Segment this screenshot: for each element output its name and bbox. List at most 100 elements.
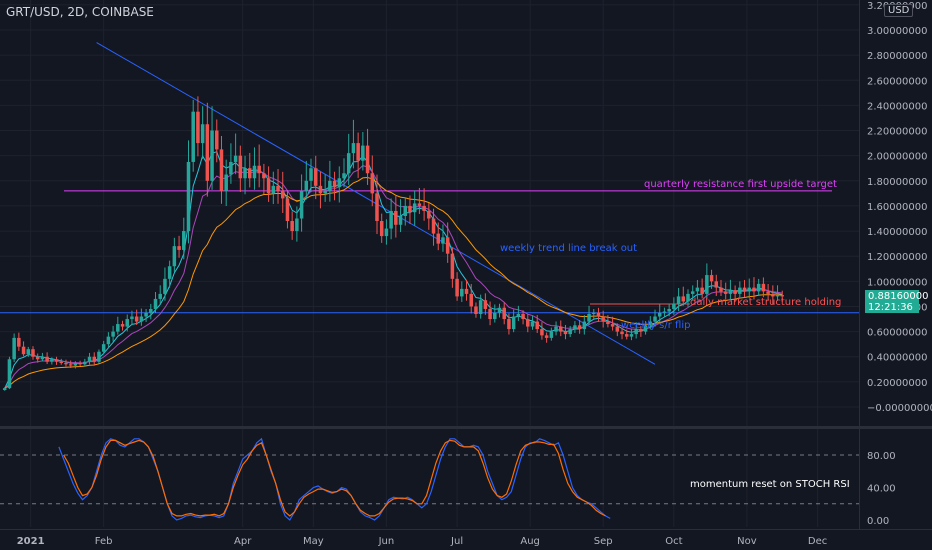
candle-body <box>657 312 662 317</box>
candle-body <box>229 161 233 175</box>
candle-body <box>92 356 97 362</box>
stoch-k-line <box>58 437 611 521</box>
candle-body <box>511 316 516 330</box>
last-price-tag: 0.88160000 12:21:36 <box>865 290 929 313</box>
candle-body <box>120 324 125 327</box>
chart-title: GRT/USD, 2D, COINBASE <box>6 5 154 19</box>
candle-body <box>445 237 450 254</box>
candle-body <box>681 296 686 302</box>
candle-body <box>247 168 252 179</box>
candle-body <box>643 325 648 332</box>
candle-body <box>21 346 26 355</box>
price-tick-label: 2.60000000 <box>867 76 927 87</box>
time-tick-label: May <box>303 536 324 547</box>
candle-body <box>328 180 332 191</box>
candle-body <box>582 321 587 330</box>
stoch-rsi-pane: 80.00 40.00 0.00 <box>0 437 896 527</box>
candle-body <box>205 124 210 181</box>
price-tick-label: 0.20000000 <box>867 378 927 389</box>
candle-body <box>50 359 54 362</box>
candle-body <box>610 324 615 327</box>
candle-body <box>243 168 247 179</box>
candle-body <box>332 180 337 188</box>
candle-body <box>295 218 299 232</box>
grid <box>0 0 859 527</box>
candle-body <box>191 111 195 162</box>
candle-body <box>662 311 667 313</box>
candle-body <box>40 356 45 360</box>
candle-body <box>389 210 393 229</box>
time-tick-label: Apr <box>234 536 252 547</box>
candle-body <box>219 149 224 191</box>
candle-body <box>31 349 35 357</box>
candle-body <box>290 221 294 232</box>
candle-body <box>521 314 525 320</box>
price-tick-label: 0.60000000 <box>867 328 927 339</box>
candle-body <box>59 361 64 364</box>
candle-body <box>35 356 40 360</box>
candle-body <box>422 205 426 211</box>
candle-body <box>200 124 205 144</box>
candle-body <box>238 155 243 179</box>
candle-body <box>417 203 422 206</box>
candle-body <box>526 319 530 327</box>
price-tick-label: 2.20000000 <box>867 127 927 138</box>
candle-body <box>252 165 257 179</box>
candle-body <box>394 210 398 225</box>
axes: 3.200000003.000000002.800000002.60000000… <box>17 1 932 547</box>
annotation-trend-breakout: weekly trend line break out <box>500 243 637 254</box>
time-tick-label: Jun <box>378 536 395 547</box>
candle-body <box>714 281 719 288</box>
candle-body <box>690 291 695 294</box>
candle-body <box>365 145 370 174</box>
candle-body <box>398 215 403 225</box>
candle-body <box>163 278 167 294</box>
price-tick-label: 2.80000000 <box>867 51 927 62</box>
candle-body <box>116 324 120 332</box>
candle-body <box>158 293 162 299</box>
currency-badge[interactable]: USD <box>884 4 914 17</box>
candle-body <box>686 293 690 302</box>
candle-body <box>224 174 228 191</box>
candle-body <box>408 205 412 213</box>
candle-body <box>427 210 431 219</box>
candle-body <box>587 314 591 322</box>
candle-body <box>502 307 506 320</box>
candle-body <box>606 321 610 325</box>
candle-body <box>601 316 605 322</box>
candle-body <box>45 356 49 362</box>
candle-body <box>64 363 68 365</box>
candle-body <box>728 290 733 294</box>
candle-body <box>478 300 483 315</box>
stoch-tick-label: 0.00 <box>867 516 889 527</box>
time-tick-label: Dec <box>808 536 827 547</box>
last-price-value: 0.88160000 <box>868 291 929 302</box>
price-tick-label: 2.00000000 <box>867 152 927 163</box>
candle-body <box>554 326 558 332</box>
candle-body <box>469 293 473 307</box>
candle-body <box>634 329 638 335</box>
price-tick-label: 1.60000000 <box>867 202 927 213</box>
candle-body <box>309 168 313 181</box>
candle-body <box>139 316 144 322</box>
price-tick-label: 1.20000000 <box>867 252 927 263</box>
candle-body <box>596 312 601 317</box>
candle-body <box>111 331 115 337</box>
candle-body <box>130 316 134 320</box>
candle-body <box>370 173 375 194</box>
time-tick-label: Oct <box>665 536 682 547</box>
candle-body <box>304 180 309 191</box>
candle-body <box>493 312 497 320</box>
candle-body <box>549 331 554 338</box>
candle-body <box>73 363 78 366</box>
bar-countdown: 12:21:36 <box>868 302 913 313</box>
annotation-sr-flip: weekly s/r flip <box>621 320 690 331</box>
candle-body <box>742 287 747 292</box>
candle-body <box>384 228 389 237</box>
moving-averages <box>4 151 783 389</box>
candle-body <box>752 287 756 292</box>
time-tick-label: 2021 <box>17 536 45 547</box>
candle-body <box>705 275 709 294</box>
candle-body <box>700 287 704 294</box>
